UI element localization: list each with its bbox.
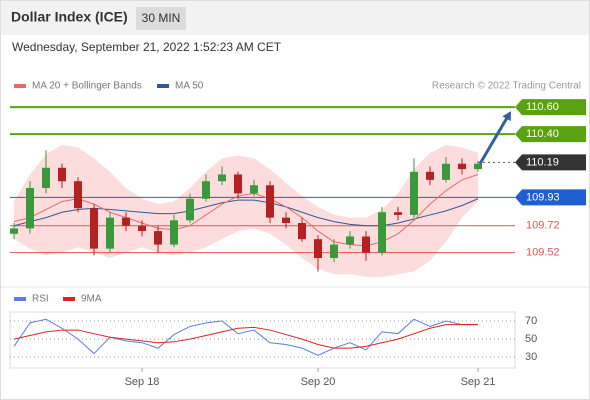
candle-body: [378, 212, 386, 253]
y-tick-label: 30: [525, 351, 537, 363]
level-label: 110.19: [526, 156, 559, 168]
legend-swatch: [63, 297, 75, 301]
candle-body: [218, 174, 226, 182]
level-tag: [515, 154, 586, 171]
candle-body: [154, 231, 162, 245]
candle-body: [42, 167, 50, 188]
candle-body: [202, 181, 210, 199]
level-label: 110.60: [526, 101, 559, 113]
level-tag: [515, 189, 586, 206]
x-tick-label: Sep 20: [301, 376, 336, 388]
line: [13, 318, 478, 356]
level-label: 109.72: [526, 220, 560, 232]
forecast-arrowhead: [502, 111, 511, 122]
candle-body: [170, 220, 178, 245]
credit: Research © 2022 Trading Central: [432, 81, 581, 92]
line: [13, 324, 478, 349]
level-label: 109.93: [526, 191, 560, 203]
legend-label: 9MA: [81, 294, 102, 305]
candle-body: [314, 239, 322, 259]
level-tag: [515, 126, 586, 143]
candle-body: [330, 244, 338, 259]
candle-body: [298, 223, 306, 240]
candle-body: [10, 228, 18, 234]
y-tick-label: 70: [525, 315, 537, 327]
legend-label: MA 50: [175, 81, 204, 92]
candle-body: [250, 185, 258, 194]
candle-body: [90, 208, 98, 249]
legend-swatch: [157, 84, 169, 88]
legend-swatch: [14, 297, 26, 301]
legend-label: RSI: [32, 294, 49, 305]
candle-body: [74, 181, 82, 209]
subtitle: Wednesday, September 21, 2022 1:52:23 AM…: [12, 40, 282, 54]
candle-body: [474, 163, 482, 170]
candle-body: [138, 225, 146, 232]
candle-body: [426, 171, 434, 180]
candle-body: [106, 217, 114, 249]
level-tag: [515, 99, 586, 116]
candle-body: [410, 171, 418, 215]
level-label: 109.52: [526, 247, 560, 259]
candle-body: [458, 163, 466, 170]
x-tick-label: Sep 18: [125, 376, 160, 388]
candle-body: [26, 187, 34, 229]
candle-body: [122, 217, 130, 226]
y-tick-label: 50: [525, 333, 537, 345]
timeframe[interactable]: 30 MIN: [142, 11, 181, 25]
candle-body: [282, 217, 290, 224]
legend-label: MA 20 + Bollinger Bands: [32, 81, 142, 92]
timeframe-button[interactable]: [136, 7, 186, 30]
x-tick-label: Sep 21: [461, 376, 496, 388]
candle-body: [266, 185, 274, 218]
candle-body: [346, 236, 354, 245]
indicator-panel: [9, 311, 516, 369]
line: [13, 174, 479, 247]
chart-title: Dollar Index (ICE): [11, 9, 128, 25]
candle-body: [234, 174, 242, 194]
legend-swatch: [14, 84, 26, 88]
candle-body: [58, 167, 66, 182]
candle-body: [362, 236, 370, 253]
level-label: 110.40: [526, 128, 559, 140]
candle-body: [442, 163, 450, 180]
candle-body: [394, 212, 402, 215]
forecast-arrow: [478, 115, 510, 165]
candle-body: [186, 198, 194, 221]
header-bar: [1, 1, 589, 35]
